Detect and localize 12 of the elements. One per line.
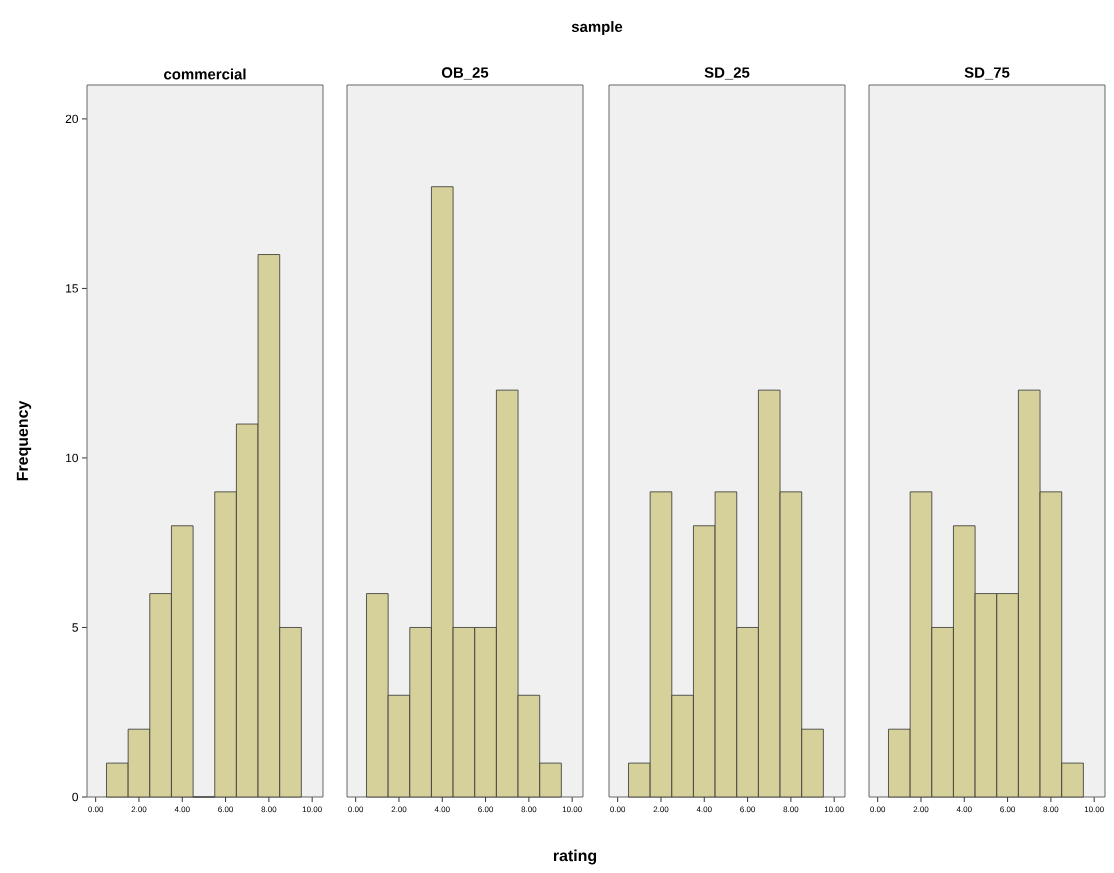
chart-title: OB_25 <box>441 67 489 80</box>
y-axis-title: Frequency <box>16 400 32 481</box>
text: sample <box>571 21 623 35</box>
chart-title: commercial <box>164 68 246 80</box>
chart-title: SD_75 <box>964 67 1010 80</box>
x-axis-title: rating <box>553 849 597 865</box>
y-tick-label: 15 <box>66 284 78 293</box>
y-tick-label: 5 <box>72 623 78 632</box>
y-tick-label: 20 <box>65 114 79 124</box>
y-tick-label: 0 <box>72 792 79 802</box>
y-tick-label: 10 <box>66 453 79 463</box>
chart-title: SD_25 <box>704 67 750 80</box>
